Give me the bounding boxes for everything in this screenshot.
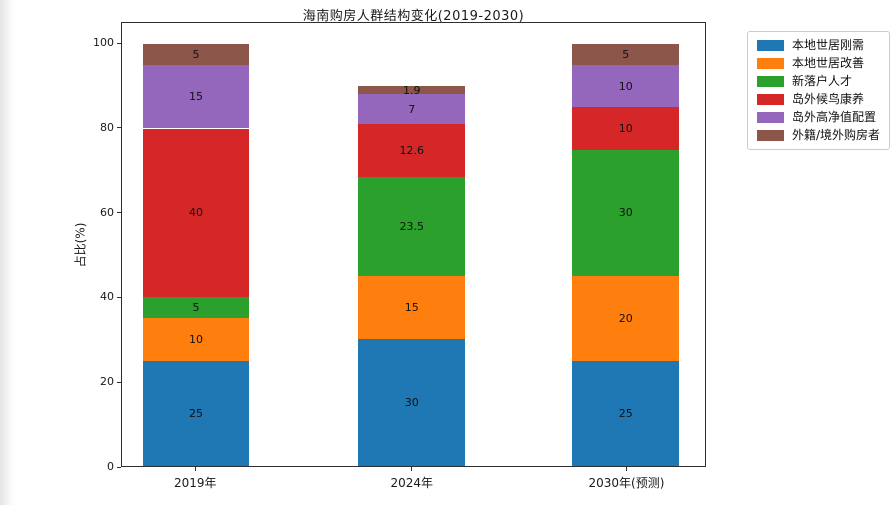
legend-label: 本地世居刚需 bbox=[792, 38, 865, 52]
legend-color-swatch bbox=[757, 58, 784, 69]
legend-label: 本地世居改善 bbox=[792, 56, 865, 70]
bar-segment: 25 bbox=[142, 360, 250, 466]
bar-value-label: 20 bbox=[618, 311, 633, 325]
bar-segment: 20 bbox=[572, 276, 680, 361]
x-tick-label: 2024年 bbox=[390, 476, 433, 490]
legend-label: 岛外高净值配置 bbox=[792, 110, 877, 124]
plot-area: 25 10 5 40 15 5 30 15 23.5 12.6 7 1.9 25 20 30 10 10 5 bbox=[121, 22, 706, 467]
y-tick-label: 20 bbox=[100, 375, 114, 389]
x-tick-mark bbox=[194, 467, 196, 471]
bar-value-label: 23.5 bbox=[399, 220, 425, 234]
bar-segment: 23.5 bbox=[358, 177, 466, 277]
bar-value-label: 30 bbox=[404, 396, 419, 410]
x-tick-mark bbox=[411, 467, 413, 471]
legend-item: 岛外候鸟康养 bbox=[757, 93, 880, 106]
bar-segment: 10 bbox=[142, 318, 250, 361]
bar-segment: 5 bbox=[142, 44, 250, 66]
bar-segment: 30 bbox=[358, 339, 466, 466]
chart-title: 海南购房人群结构变化(2019-2030) bbox=[302, 9, 525, 24]
bar-segment: 10 bbox=[572, 65, 680, 108]
bar-segment: 10 bbox=[572, 107, 680, 150]
bar-value-label: 5 bbox=[192, 48, 200, 62]
y-tick-label: 80 bbox=[100, 120, 114, 134]
legend-color-swatch bbox=[757, 76, 784, 87]
legend-color-swatch bbox=[757, 112, 784, 123]
bar-segment: 25 bbox=[572, 360, 680, 466]
bar-value-label: 7 bbox=[408, 102, 416, 116]
legend-label: 岛外候鸟康养 bbox=[792, 92, 865, 106]
bar-segment: 5 bbox=[572, 44, 680, 66]
y-tick-mark bbox=[117, 212, 121, 214]
legend-label: 新落户人才 bbox=[792, 74, 853, 88]
x-tick-mark bbox=[625, 467, 627, 471]
bar-value-label: 10 bbox=[618, 79, 633, 93]
bar-segment: 40 bbox=[142, 128, 250, 298]
y-tick-mark bbox=[117, 42, 121, 44]
bar-value-label: 15 bbox=[404, 301, 419, 315]
bar-value-label: 5 bbox=[622, 48, 630, 62]
legend-item: 本地世居改善 bbox=[757, 57, 880, 70]
screenshot-edge-artifact bbox=[0, 0, 16, 505]
legend-color-swatch bbox=[757, 94, 784, 105]
bar-value-label: 12.6 bbox=[399, 143, 425, 157]
bar-segment: 1.9 bbox=[358, 83, 466, 97]
y-tick-label: 40 bbox=[100, 290, 114, 304]
bar-segment: 15 bbox=[358, 276, 466, 340]
legend: 本地世居刚需 本地世居改善 新落户人才岛外候鸟康养 岛外高净值配置 外籍/境外购房者 bbox=[747, 31, 891, 150]
legend-color-swatch bbox=[757, 40, 784, 51]
y-tick-label: 0 bbox=[107, 460, 114, 473]
bar-segment: 15 bbox=[142, 65, 250, 129]
bar-segment: 30 bbox=[572, 149, 680, 277]
legend-item: 本地世居刚需 bbox=[757, 39, 880, 52]
legend-color-swatch bbox=[757, 130, 784, 141]
bar-segment: 7 bbox=[358, 94, 466, 124]
legend-item: 岛外高净值配置 bbox=[757, 111, 880, 124]
bar-value-label: 1.9 bbox=[403, 83, 421, 97]
y-tick-mark bbox=[117, 381, 121, 383]
x-tick-label: 2019年 bbox=[174, 476, 217, 490]
bar-segment: 5 bbox=[142, 297, 250, 319]
y-axis-label: 占比(%) bbox=[73, 222, 88, 268]
bar-segment: 12.6 bbox=[358, 123, 466, 177]
legend-item: 外籍/境外购房者 bbox=[757, 129, 880, 142]
y-tick-label: 100 bbox=[93, 36, 114, 50]
y-tick-mark bbox=[117, 127, 121, 129]
y-tick-mark bbox=[117, 466, 121, 468]
bar-value-label: 25 bbox=[618, 406, 633, 420]
x-tick-label: 2030年(预测) bbox=[588, 476, 665, 490]
legend-item: 新落户人才 bbox=[757, 75, 880, 88]
legend-label: 外籍/境外购房者 bbox=[792, 128, 881, 142]
y-tick-label: 60 bbox=[100, 205, 114, 219]
y-tick-mark bbox=[117, 296, 121, 298]
bar-value-label: 15 bbox=[189, 90, 204, 104]
bar-value-label: 10 bbox=[618, 121, 633, 135]
bar-value-label: 5 bbox=[192, 301, 200, 315]
bar-value-label: 40 bbox=[189, 206, 204, 220]
legend-items: 本地世居刚需 本地世居改善 新落户人才岛外候鸟康养 岛外高净值配置 外籍/境外购房者 bbox=[757, 39, 880, 142]
bar-value-label: 30 bbox=[618, 206, 633, 220]
bar-value-label: 10 bbox=[189, 332, 204, 346]
bar-value-label: 25 bbox=[189, 406, 204, 420]
